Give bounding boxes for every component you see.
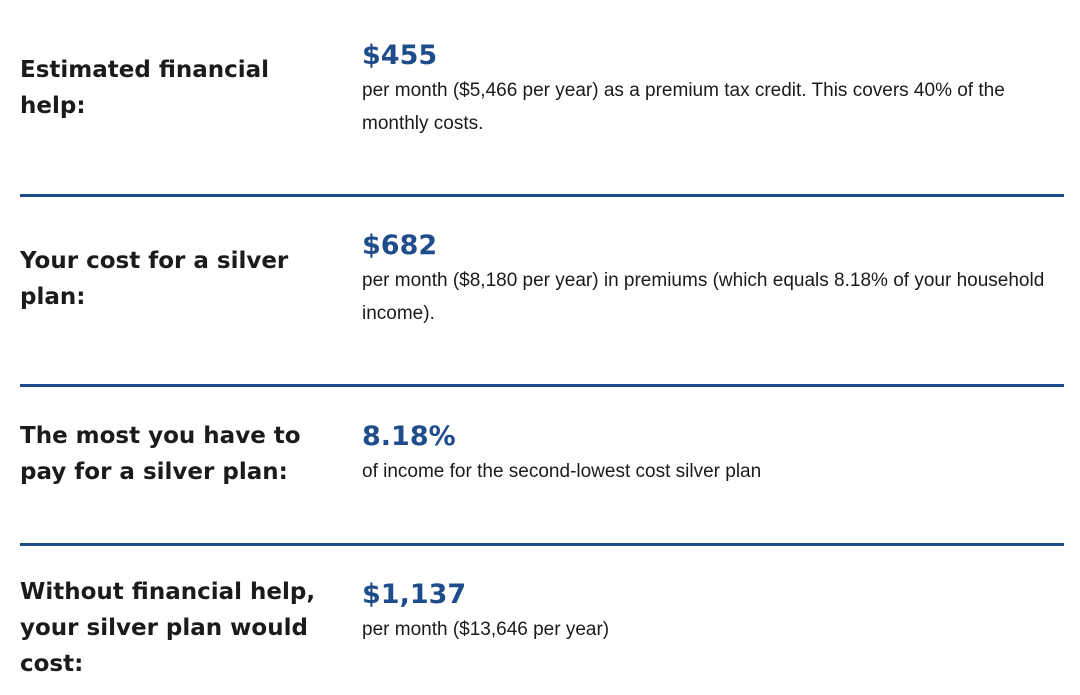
row-label: Your cost for a silver plan: [20,248,289,310]
row-value: $682 per month ($8,180 per year) in prem… [362,228,1062,330]
amount-value: 8.18% [362,421,456,452]
row-divider [20,194,1064,197]
row-value: $1,137 per month ($13,646 per year) [362,577,1062,646]
amount-value: $682 [362,230,438,261]
amount-description: of income for the second-lowest cost sil… [362,461,762,482]
row-value: 8.18% of income for the second-lowest co… [362,419,1062,488]
result-row-without-help: Without financial help, your silver plan… [20,574,1064,689]
row-label: Estimated financial help: [20,57,270,119]
amount-value: $1,137 [362,579,467,610]
result-row-financial-help: Estimated financial help: $455 per month… [20,38,1064,148]
amount-description: per month ($5,466 per year) as a premium… [362,80,1005,134]
row-label: Without financial help, your silver plan… [20,579,316,677]
row-divider [20,384,1064,387]
row-divider [20,543,1064,546]
amount-value: $455 [362,40,438,71]
row-value: $455 per month ($5,466 per year) as a pr… [362,38,1062,140]
amount-description: per month ($8,180 per year) in premiums … [362,270,1045,324]
row-label: The most you have to pay for a silver pl… [20,423,301,485]
result-row-max-pay: The most you have to pay for a silver pl… [20,418,1064,508]
result-row-your-cost: Your cost for a silver plan: $682 per mo… [20,228,1064,338]
amount-description: per month ($13,646 per year) [362,619,610,640]
